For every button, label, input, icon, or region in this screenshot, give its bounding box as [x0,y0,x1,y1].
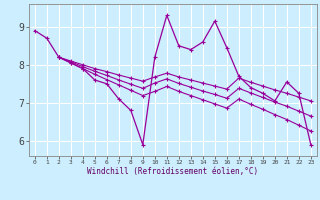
X-axis label: Windchill (Refroidissement éolien,°C): Windchill (Refroidissement éolien,°C) [87,167,258,176]
